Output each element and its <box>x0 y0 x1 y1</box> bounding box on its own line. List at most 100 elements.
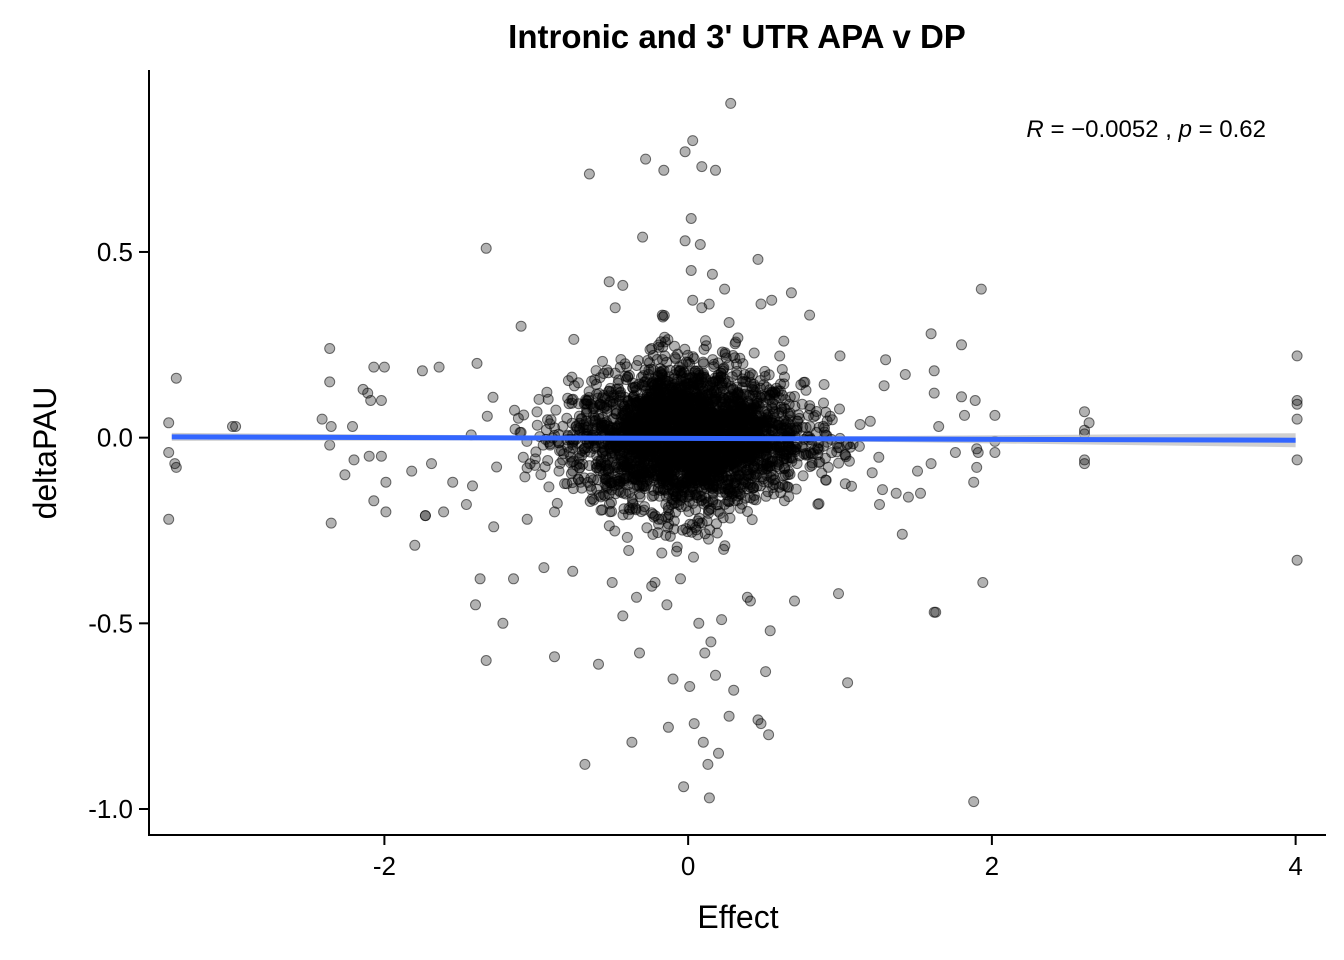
data-point <box>709 376 721 388</box>
data-point <box>380 476 392 488</box>
data-point <box>406 465 418 477</box>
data-point <box>679 146 691 158</box>
data-point <box>579 758 591 770</box>
data-point <box>703 792 715 804</box>
data-point <box>703 388 715 400</box>
data-point <box>615 453 627 465</box>
data-point <box>727 350 739 361</box>
y-axis-title: deltaPAU <box>27 387 63 520</box>
data-point <box>363 450 375 462</box>
data-point <box>460 499 472 510</box>
data-point <box>637 231 649 243</box>
data-point <box>683 506 695 517</box>
data-point <box>701 515 713 527</box>
data-point <box>615 386 627 398</box>
data-point <box>596 447 608 459</box>
data-point <box>597 355 608 367</box>
data-point <box>170 372 182 384</box>
r-label: R <box>1026 116 1043 143</box>
data-point <box>609 525 621 537</box>
x-tick-label: 2 <box>985 851 999 881</box>
data-point <box>679 235 691 247</box>
data-point <box>339 469 351 481</box>
data-point <box>653 339 664 351</box>
data-point <box>661 468 673 480</box>
data-point <box>930 606 942 618</box>
data-point <box>634 647 645 659</box>
x-axis-ticks: -2 0 2 4 <box>373 835 1303 881</box>
r-value: = −0.0052 , <box>1050 116 1171 143</box>
data-point <box>530 446 542 458</box>
data-point <box>746 417 758 429</box>
data-point <box>163 417 175 429</box>
data-point <box>671 541 683 553</box>
data-point <box>471 357 483 369</box>
data-point <box>700 335 711 347</box>
data-point <box>678 781 690 793</box>
regression-line <box>171 434 1296 443</box>
data-point <box>839 449 851 461</box>
data-point <box>704 449 716 461</box>
data-point <box>380 506 392 518</box>
data-point <box>730 446 742 458</box>
data-point <box>617 509 629 521</box>
data-point <box>581 408 592 420</box>
data-point <box>928 365 940 377</box>
data-point <box>1079 458 1090 470</box>
data-point <box>673 458 685 470</box>
data-point <box>606 577 618 588</box>
data-point <box>703 533 714 545</box>
data-point <box>718 543 730 555</box>
data-point <box>583 394 594 406</box>
data-point <box>915 487 926 499</box>
data-point <box>621 531 633 543</box>
data-point <box>657 406 669 418</box>
data-point <box>512 412 524 424</box>
data-point <box>591 422 603 434</box>
data-point <box>956 339 967 351</box>
data-point <box>717 443 729 455</box>
data-point <box>598 402 610 414</box>
data-point <box>748 493 760 505</box>
data-point <box>474 573 486 585</box>
data-point <box>968 476 980 488</box>
data-point <box>627 497 638 509</box>
data-point <box>660 511 672 523</box>
data-point <box>609 302 621 314</box>
data-point <box>813 457 825 468</box>
data-point <box>748 347 760 359</box>
data-point <box>617 610 629 622</box>
data-point <box>324 439 336 451</box>
data-point <box>487 391 499 403</box>
data-point <box>971 461 983 473</box>
data-point <box>761 458 773 469</box>
data-point <box>725 97 737 109</box>
data-point <box>742 470 754 482</box>
data-point <box>774 350 786 362</box>
data-point <box>796 398 808 410</box>
data-point <box>655 378 667 390</box>
data-point <box>728 478 740 489</box>
data-point <box>566 371 578 383</box>
data-point <box>760 666 772 678</box>
data-point <box>409 539 421 551</box>
data-point <box>793 412 805 424</box>
data-point <box>419 510 431 522</box>
data-point <box>470 599 481 611</box>
data-point <box>605 424 617 436</box>
data-point <box>714 507 726 519</box>
data-point <box>662 721 674 733</box>
data-point <box>375 450 387 462</box>
data-point <box>877 484 888 496</box>
data-point <box>521 513 533 525</box>
data-point <box>956 391 967 403</box>
data-point <box>631 591 642 603</box>
data-point <box>447 476 459 488</box>
data-point <box>968 796 980 808</box>
data-point <box>365 395 377 406</box>
data-point <box>784 468 796 480</box>
data-point <box>754 375 766 387</box>
data-point <box>626 736 638 748</box>
data-point <box>426 458 437 470</box>
data-point <box>816 467 828 479</box>
